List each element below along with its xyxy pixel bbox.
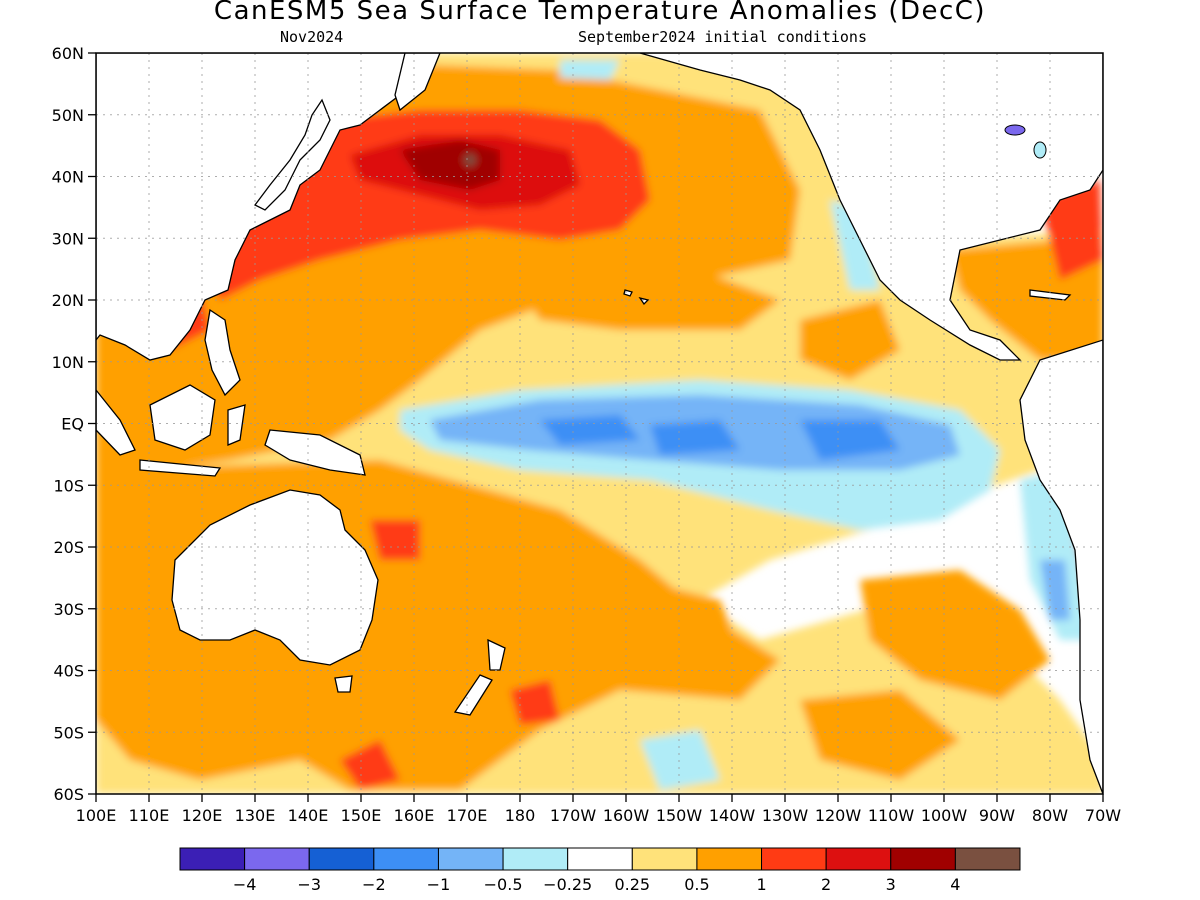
lat-tick-label: 50N bbox=[52, 106, 84, 125]
south-america bbox=[1019, 339, 1103, 794]
lon-tick-label: 130W bbox=[762, 806, 809, 825]
kamchatka bbox=[394, 53, 441, 112]
colorbar-label: 0.5 bbox=[684, 875, 709, 894]
lon-tick-label: 100E bbox=[76, 806, 117, 825]
colorbar-label: −4 bbox=[233, 875, 257, 894]
colorbar-swatch bbox=[373, 847, 439, 871]
new-zealand bbox=[487, 638, 506, 671]
colorbar-swatch bbox=[567, 847, 633, 871]
lon-tick-label: 150W bbox=[656, 806, 703, 825]
lon-tick-label: 120E bbox=[182, 806, 223, 825]
lon-tick-label: 160E bbox=[394, 806, 435, 825]
colorbar-swatch bbox=[761, 847, 827, 871]
lon-tick-label: 120W bbox=[815, 806, 862, 825]
colorbar-swatch bbox=[179, 847, 246, 871]
lon-tick-label: 160W bbox=[603, 806, 650, 825]
great-lakes bbox=[1004, 124, 1047, 159]
grid bbox=[96, 53, 1103, 794]
lat-tick-label: 60N bbox=[52, 44, 84, 63]
colorbar-swatch bbox=[437, 847, 504, 871]
colorbar-label: 3 bbox=[886, 875, 896, 894]
map-title: CanESM5 Sea Surface Temperature Anomalie… bbox=[213, 0, 987, 26]
java bbox=[139, 459, 222, 477]
lon-tick-label: 110E bbox=[129, 806, 170, 825]
borneo bbox=[149, 384, 216, 451]
lon-tick-label: 180 bbox=[505, 806, 536, 825]
colorbar-swatch bbox=[308, 847, 375, 871]
lon-tick-label: 70W bbox=[1085, 806, 1121, 825]
lat-tick-label: 40N bbox=[52, 168, 84, 187]
lon-tick-label: 170W bbox=[550, 806, 597, 825]
longitude-axis: 100E 110E 120E 130E 140E 150E 160E 170E 180 170W 1… bbox=[76, 794, 1121, 825]
lat-tick-label: 20N bbox=[52, 291, 84, 310]
colorbar-label: 1 bbox=[756, 875, 766, 894]
colorbar-swatch bbox=[502, 847, 569, 871]
colorbar-swatch bbox=[696, 847, 763, 871]
colorbar-label: 0.25 bbox=[614, 875, 650, 894]
valid-month-label: Nov2024 bbox=[280, 28, 344, 46]
lon-tick-label: 90W bbox=[979, 806, 1015, 825]
tasmania bbox=[334, 675, 353, 693]
colorbar-swatch bbox=[890, 847, 956, 871]
north-america bbox=[639, 53, 1103, 361]
colorbar-legend: −4 −3 −2 −1 −0.5 −0.25 0.25 0.5 1 2 3 4 bbox=[179, 847, 1021, 894]
latitude-axis: 60N 50N 40N 30N 20N 10N EQ 10S 20S 30S 40S 50S 60S bbox=[52, 44, 96, 804]
coastlines bbox=[96, 53, 1103, 794]
colorbar-swatch bbox=[825, 847, 892, 871]
colorbar-swatch bbox=[244, 847, 310, 871]
lat-tick-label: 10S bbox=[53, 476, 84, 495]
lon-tick-label: 170E bbox=[447, 806, 488, 825]
colorbar-label: −2 bbox=[362, 875, 386, 894]
lon-tick-label: 140E bbox=[288, 806, 329, 825]
lon-tick-label: 130E bbox=[235, 806, 276, 825]
lat-tick-label: EQ bbox=[61, 415, 84, 434]
lat-tick-label: 10N bbox=[52, 353, 84, 372]
lon-tick-label: 100W bbox=[921, 806, 968, 825]
lat-tick-label: 40S bbox=[53, 662, 84, 681]
new-zealand-south bbox=[453, 674, 493, 716]
colorbar-swatch bbox=[954, 847, 1021, 871]
colorbar-label: −0.5 bbox=[484, 875, 523, 894]
caribbean-islands bbox=[1029, 289, 1072, 301]
lat-tick-label: 30S bbox=[53, 600, 84, 619]
lat-tick-label: 30N bbox=[52, 229, 84, 248]
sumatra bbox=[96, 388, 136, 456]
lat-tick-label: 20S bbox=[53, 538, 84, 557]
sulawesi bbox=[227, 404, 246, 446]
australia bbox=[171, 489, 379, 666]
lon-tick-label: 150E bbox=[341, 806, 382, 825]
philippines bbox=[204, 308, 241, 397]
colorbar-swatch bbox=[631, 847, 698, 871]
lat-tick-label: 60S bbox=[53, 785, 84, 804]
init-conditions-label: September2024 initial conditions bbox=[578, 28, 867, 46]
lat-tick-label: 50S bbox=[53, 723, 84, 742]
japan bbox=[254, 98, 331, 211]
new-guinea bbox=[264, 429, 366, 476]
colorbar-label: −0.25 bbox=[543, 875, 592, 894]
colorbar-label: −1 bbox=[427, 875, 451, 894]
colorbar-label: 4 bbox=[950, 875, 960, 894]
colorbar-label: −3 bbox=[297, 875, 321, 894]
lon-tick-label: 80W bbox=[1032, 806, 1068, 825]
lon-tick-label: 110W bbox=[868, 806, 915, 825]
colorbar-label: 2 bbox=[821, 875, 831, 894]
lon-tick-label: 140W bbox=[709, 806, 756, 825]
